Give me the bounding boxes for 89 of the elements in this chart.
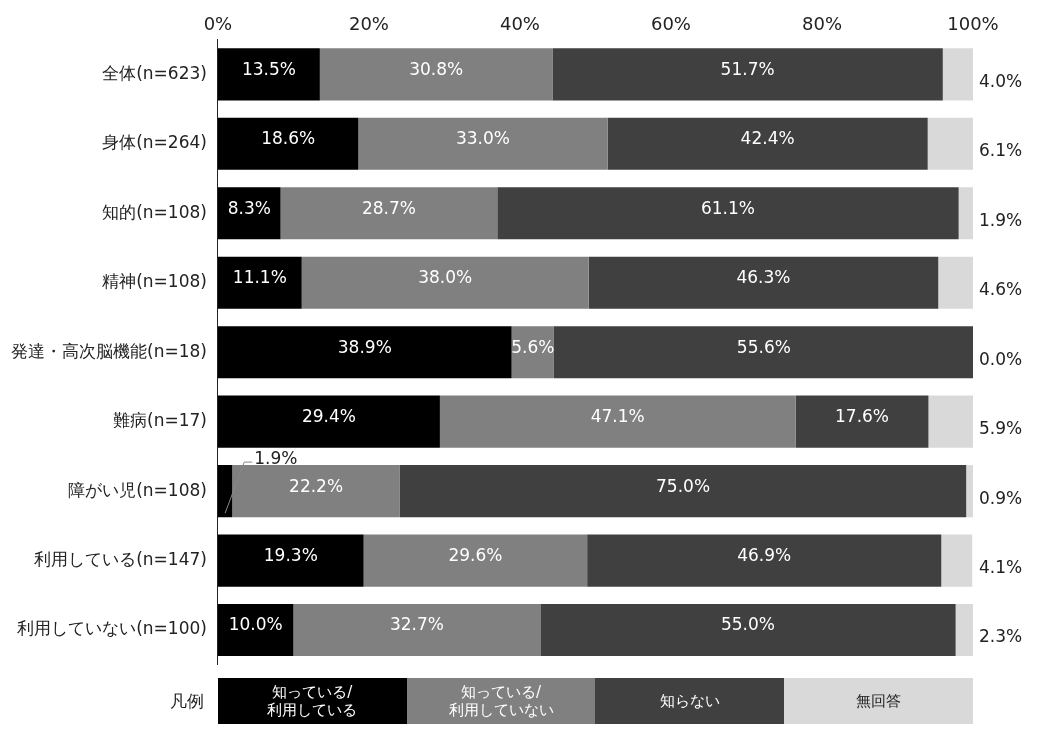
bar [280, 187, 498, 240]
data-label: 55.0% [720, 614, 775, 635]
bar [497, 187, 959, 240]
x-tick-label: 20% [348, 13, 389, 35]
bar [293, 604, 541, 657]
x-tick-label: 0% [203, 13, 233, 35]
bar [966, 465, 973, 518]
x-tick-label: 60% [650, 13, 691, 35]
data-label: 47.1% [590, 406, 645, 427]
data-label: 33.0% [455, 128, 510, 149]
data-label: 17.6% [834, 406, 890, 427]
data-label: 11.1% [232, 267, 287, 288]
bar [217, 395, 440, 448]
y-tick-label: 発達・高次脳機能(n=18) [10, 340, 207, 361]
bar [439, 395, 796, 448]
data-label: 61.1% [700, 197, 755, 218]
data-label: 75.0% [656, 475, 711, 496]
y-tick-label: 利用していない(n=100) [17, 618, 207, 639]
data-label: 4.0% [979, 70, 1023, 91]
data-label: 42.4% [740, 128, 795, 149]
data-label: 0.9% [979, 487, 1023, 508]
x-tick-label: 100% [947, 13, 999, 35]
bar [928, 395, 973, 448]
x-tick-label: 40% [499, 13, 540, 35]
y-tick-label: 知的(n=108) [102, 201, 207, 222]
bar [588, 256, 939, 309]
data-label: 19.3% [263, 545, 318, 566]
y-tick-label: 障がい児(n=108) [68, 479, 207, 500]
data-label: 46.3% [736, 267, 791, 288]
data-label: 18.6% [261, 128, 316, 149]
series-label: 知っている/利用していない [448, 683, 554, 719]
data-label: 32.7% [389, 614, 444, 635]
data-label: 1.9% [979, 209, 1023, 230]
bar [217, 48, 320, 101]
data-label: 51.7% [720, 58, 775, 79]
data-label: 30.8% [409, 58, 464, 79]
data-label: 4.1% [979, 557, 1023, 578]
data-label: 1.9% [254, 447, 298, 468]
data-label: 5.9% [979, 418, 1023, 439]
data-label: 29.4% [301, 406, 356, 427]
bar [553, 326, 973, 379]
data-label: 22.2% [289, 475, 344, 496]
bar [217, 534, 364, 587]
bar [942, 48, 973, 101]
bar [217, 117, 359, 170]
text: 無回答 [856, 692, 902, 710]
y-tick-label: 身体(n=264) [102, 132, 207, 153]
data-label: 2.3% [979, 626, 1023, 647]
data-label: 4.6% [979, 279, 1023, 300]
data-label: 10.0% [228, 614, 283, 635]
bar [217, 326, 512, 379]
data-label: 28.7% [361, 197, 416, 218]
bar [955, 604, 973, 657]
x-tick-label: 80% [801, 13, 842, 35]
data-label: 0.0% [979, 348, 1023, 369]
legend-title: 凡例 [169, 690, 204, 713]
bar [301, 256, 589, 309]
bar [217, 465, 233, 518]
data-label: 38.0% [418, 267, 473, 288]
data-label: 46.9% [737, 545, 792, 566]
bar [540, 604, 956, 657]
data-label: 6.1% [979, 140, 1023, 161]
bar [552, 48, 943, 101]
y-tick-label: 難病(n=17) [112, 410, 207, 431]
y-tick-label: 利用している(n=147) [34, 549, 207, 570]
bar [217, 256, 302, 309]
bar [217, 604, 294, 657]
bar [795, 395, 929, 448]
bar [587, 534, 942, 587]
data-label: 55.6% [736, 336, 791, 357]
bar [217, 187, 281, 240]
bar [319, 48, 553, 101]
y-tick-label: 全体(n=623) [102, 62, 207, 83]
bar [363, 534, 588, 587]
bar [938, 256, 973, 309]
bar [399, 465, 967, 518]
data-label: 38.9% [337, 336, 392, 357]
bar [941, 534, 973, 587]
data-label: 8.3% [227, 197, 271, 218]
text: 知らない [659, 692, 720, 710]
bar [958, 187, 973, 240]
bar [927, 117, 973, 170]
bar [358, 117, 608, 170]
data-label: 13.5% [241, 58, 296, 79]
data-label: 29.6% [448, 545, 503, 566]
bar [607, 117, 928, 170]
data-label: 5.6% [511, 336, 555, 357]
series-label: 知っている/利用している [267, 683, 358, 719]
y-tick-label: 精神(n=108) [102, 271, 207, 292]
